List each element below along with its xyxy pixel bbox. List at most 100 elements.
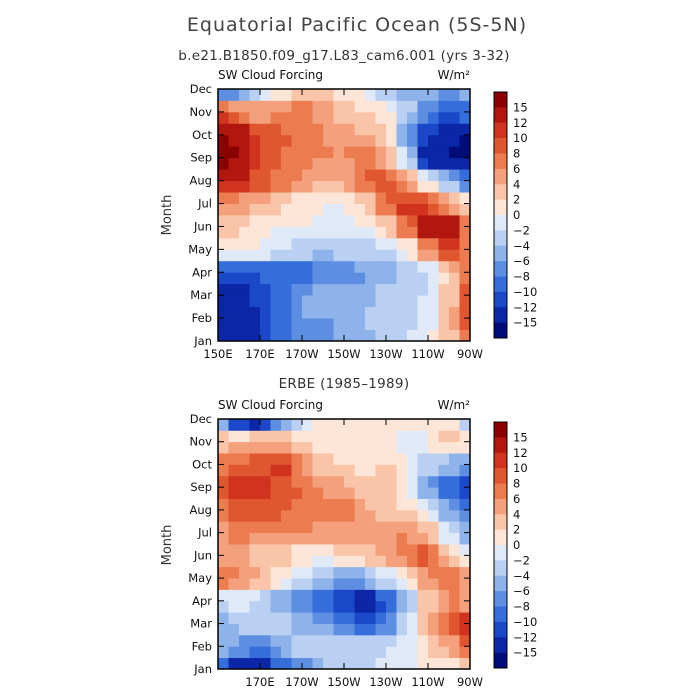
y-tick-label: May bbox=[188, 242, 212, 256]
heatmap-cell bbox=[281, 329, 292, 342]
heatmap-cell bbox=[239, 600, 250, 613]
heatmap-cell bbox=[438, 318, 450, 330]
heatmap-cell bbox=[344, 100, 355, 113]
heatmap-cell bbox=[291, 306, 303, 319]
heatmap-cell bbox=[417, 544, 429, 556]
heatmap-cell bbox=[312, 623, 324, 636]
heatmap-cell bbox=[396, 180, 408, 193]
heatmap-cell bbox=[291, 464, 303, 477]
heatmap-cell bbox=[260, 441, 271, 454]
heatmap-cell bbox=[333, 441, 345, 454]
heatmap-cell bbox=[218, 318, 229, 330]
heatmap-cell bbox=[344, 509, 355, 522]
heatmap-cell bbox=[365, 180, 376, 193]
heatmap-cell bbox=[344, 306, 355, 319]
heatmap-cell bbox=[407, 157, 418, 170]
heatmap-cell bbox=[449, 566, 460, 579]
heatmap-cell bbox=[260, 306, 271, 319]
y-tick-label: Dec bbox=[190, 412, 212, 426]
colorbar-label: −10 bbox=[513, 285, 537, 299]
heatmap-cell bbox=[312, 612, 324, 624]
heatmap-cell bbox=[354, 623, 366, 636]
heatmap-cell bbox=[386, 329, 397, 342]
heatmap-cell bbox=[281, 260, 292, 273]
heatmap-cell bbox=[459, 555, 471, 568]
heatmap-cell bbox=[323, 544, 334, 556]
colorbar-label: −6 bbox=[513, 584, 530, 598]
heatmap-cell bbox=[260, 295, 271, 308]
heatmap-cell bbox=[228, 329, 240, 342]
heatmap-cell bbox=[218, 544, 229, 556]
panel-2-subtitle: ERBE (1985–1989) bbox=[279, 376, 410, 392]
heatmap-cell bbox=[396, 146, 408, 159]
heatmap-cell bbox=[344, 260, 355, 273]
heatmap-cell bbox=[291, 555, 303, 568]
heatmap-cell bbox=[365, 532, 376, 545]
heatmap-cell bbox=[218, 657, 229, 670]
heatmap-cell bbox=[249, 600, 261, 613]
y-tick-label: Oct bbox=[192, 128, 212, 142]
panel-1-units: W/m² bbox=[438, 68, 471, 82]
heatmap-cell bbox=[323, 453, 334, 465]
heatmap-cell bbox=[260, 157, 271, 170]
heatmap-cell bbox=[417, 487, 429, 499]
heatmap-cell bbox=[365, 146, 376, 159]
heatmap-cell bbox=[459, 318, 471, 330]
heatmap-cell bbox=[302, 237, 313, 250]
heatmap-cell bbox=[333, 419, 345, 431]
heatmap-cell bbox=[417, 295, 429, 308]
heatmap-cell bbox=[365, 192, 376, 204]
heatmap-cell bbox=[281, 215, 292, 227]
heatmap-cell bbox=[396, 169, 408, 182]
heatmap-cell bbox=[449, 544, 460, 556]
heatmap-cell bbox=[228, 634, 240, 647]
heatmap-cell bbox=[312, 295, 324, 308]
heatmap-cell bbox=[312, 487, 324, 499]
heatmap-cell bbox=[218, 272, 229, 285]
colorbar-swatch bbox=[494, 621, 507, 638]
heatmap-cell bbox=[417, 600, 429, 613]
heatmap-cell bbox=[407, 521, 418, 534]
heatmap-cell bbox=[407, 544, 418, 556]
x-tick-label: 170W bbox=[285, 347, 318, 361]
heatmap-cell bbox=[249, 566, 261, 579]
heatmap-cell bbox=[270, 272, 282, 285]
heatmap-cell bbox=[449, 646, 460, 659]
colorbar-swatch bbox=[494, 276, 507, 293]
heatmap-cell bbox=[239, 453, 250, 465]
heatmap-cell bbox=[291, 498, 303, 511]
heatmap-cell bbox=[417, 306, 429, 319]
x-tick-label: 170E bbox=[245, 675, 274, 689]
heatmap-cell bbox=[333, 226, 345, 239]
heatmap-cell bbox=[344, 657, 355, 670]
heatmap-cell bbox=[407, 192, 418, 204]
heatmap-cell bbox=[218, 226, 229, 239]
heatmap-cell bbox=[344, 169, 355, 182]
heatmap-cell bbox=[218, 203, 229, 216]
heatmap-cell bbox=[365, 215, 376, 227]
heatmap-cell bbox=[375, 180, 387, 193]
y-tick-label: Feb bbox=[192, 639, 212, 653]
x-tick-label: 110W bbox=[411, 347, 444, 361]
heatmap-cell bbox=[260, 134, 271, 147]
heatmap-cell bbox=[375, 111, 387, 124]
colorbar-swatch bbox=[494, 322, 507, 339]
heatmap-cell bbox=[312, 134, 324, 147]
heatmap-cell bbox=[291, 134, 303, 147]
y-tick-label: Dec bbox=[190, 82, 212, 96]
heatmap-cell bbox=[344, 180, 355, 193]
heatmap-cell bbox=[281, 475, 292, 488]
heatmap-cell bbox=[312, 521, 324, 534]
heatmap-cell bbox=[291, 657, 303, 670]
heatmap-cell bbox=[218, 634, 229, 647]
heatmap-cell bbox=[260, 589, 271, 602]
heatmap-cell bbox=[428, 487, 439, 499]
heatmap-cell bbox=[344, 203, 355, 216]
heatmap-cell bbox=[312, 475, 324, 488]
heatmap-cell bbox=[291, 329, 303, 342]
heatmap-cell bbox=[260, 544, 271, 556]
heatmap-cell bbox=[438, 634, 450, 647]
heatmap-cell bbox=[354, 111, 366, 124]
heatmap-cell bbox=[386, 272, 397, 285]
